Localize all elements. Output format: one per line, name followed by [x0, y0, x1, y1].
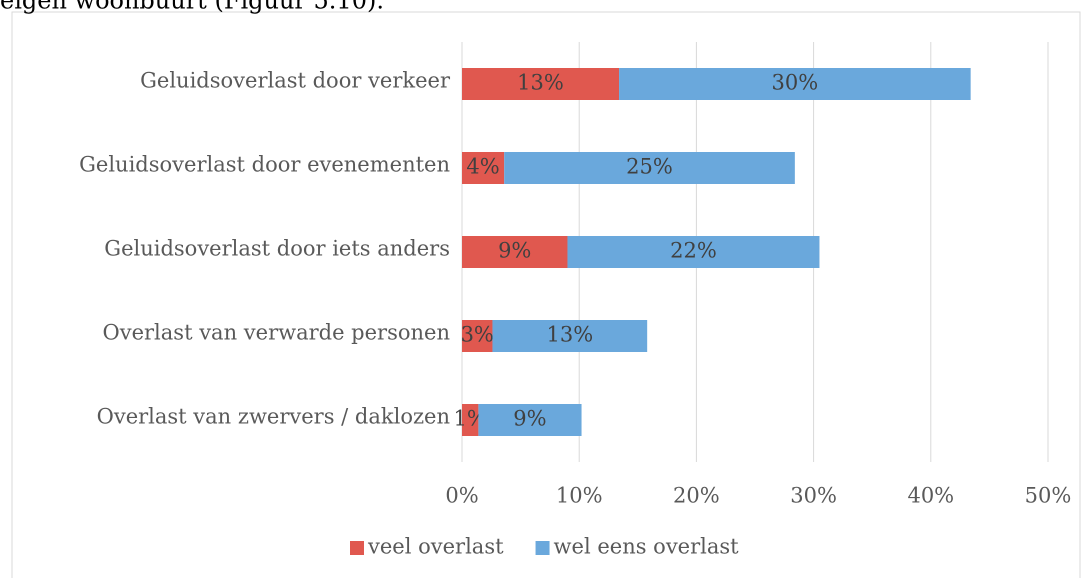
legend-swatch	[535, 541, 550, 555]
y-tick-label: Geluidsoverlast door verkeer	[140, 69, 451, 93]
header-text: eigen woonbuurt (Figuur 5.10).	[0, 0, 384, 15]
bar	[462, 236, 568, 268]
x-tick-label: 40%	[907, 484, 954, 508]
y-tick-label: Geluidsoverlast door evenementen	[79, 153, 450, 177]
x-tick-label: 30%	[790, 484, 837, 508]
data-label: 13%	[546, 323, 593, 347]
data-label: 25%	[626, 155, 673, 179]
chart-frame	[11, 11, 1081, 578]
x-tick-label: 0%	[445, 484, 478, 508]
data-label: 9%	[498, 239, 531, 263]
x-tick-label: 50%	[1025, 484, 1072, 508]
legend-label: veel overlast	[367, 535, 504, 559]
data-label: 3%	[461, 323, 494, 347]
data-label: 4%	[466, 155, 499, 179]
bar	[462, 404, 479, 436]
bar	[462, 68, 620, 100]
y-tick-label: Overlast van zwervers / daklozen	[97, 405, 450, 429]
bar	[478, 404, 582, 436]
bar	[462, 320, 493, 352]
y-tick-label: Overlast van verwarde personen	[103, 321, 450, 345]
x-tick-label: 10%	[556, 484, 603, 508]
x-tick-label: 20%	[673, 484, 720, 508]
bar	[504, 152, 795, 184]
bar	[567, 236, 820, 268]
bar	[619, 68, 971, 100]
bar	[492, 320, 648, 352]
data-label: 30%	[772, 71, 819, 95]
data-label: 9%	[513, 407, 546, 431]
bar	[462, 152, 505, 184]
data-label: 22%	[670, 239, 717, 263]
legend-label: wel eens overlast	[554, 535, 740, 559]
data-label: 13%	[517, 71, 564, 95]
legend-swatch	[350, 541, 364, 555]
header-bg	[0, 0, 1091, 11]
y-tick-label: Geluidsoverlast door iets anders	[104, 237, 450, 261]
